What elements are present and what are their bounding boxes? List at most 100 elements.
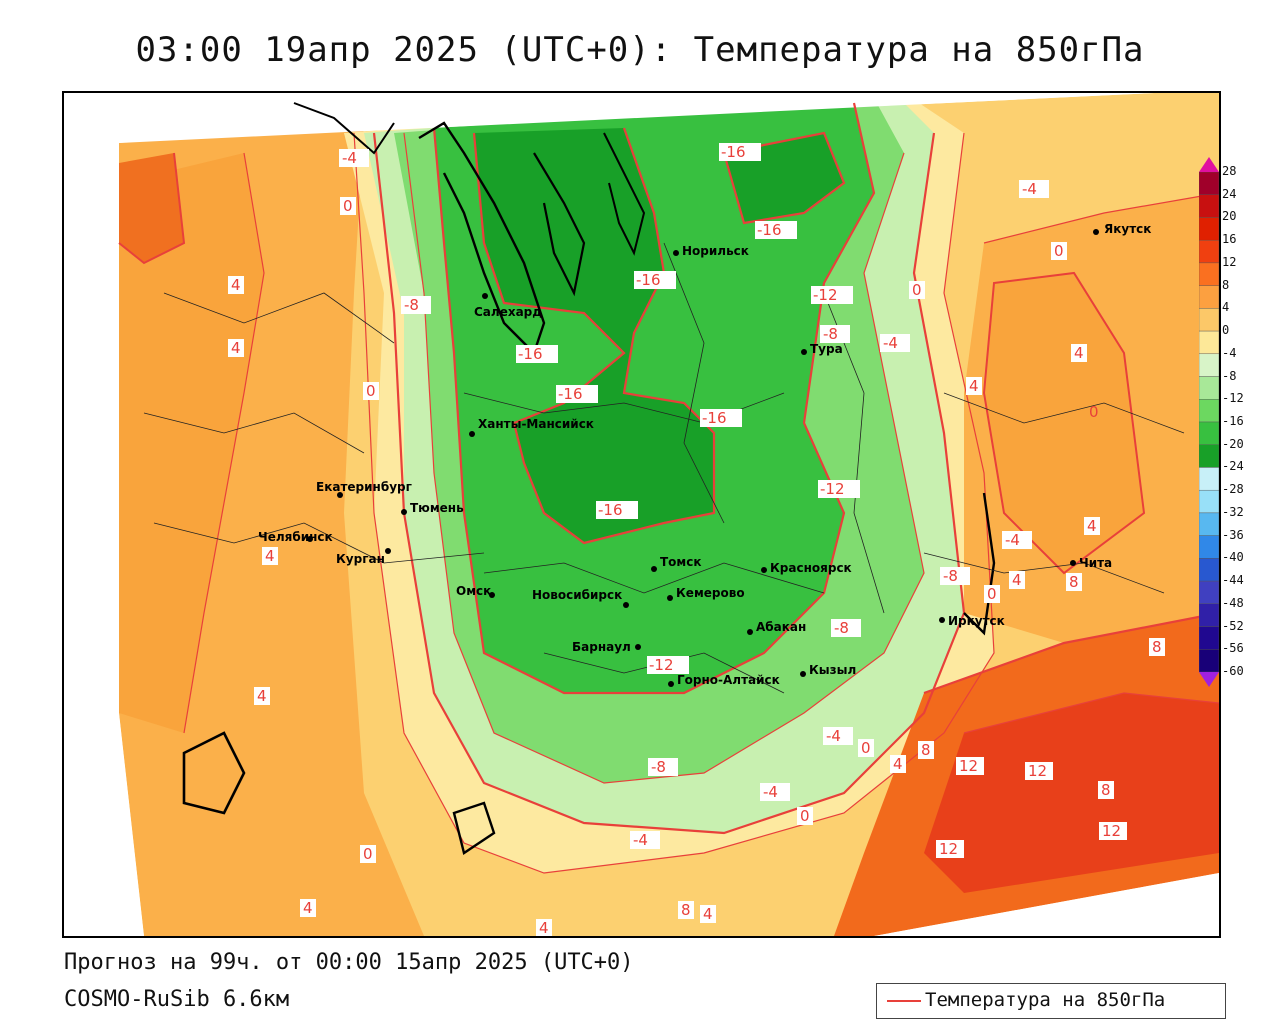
city-dot bbox=[1070, 560, 1076, 566]
contour-label-bg bbox=[1051, 242, 1067, 260]
cities-layer: Якутск Норильск Салехард Тура Ханты-Манс… bbox=[258, 222, 1151, 687]
contour-label-text: -8 bbox=[404, 296, 419, 314]
contour-label-text: 4 bbox=[303, 899, 313, 917]
contour-label-bg bbox=[719, 143, 761, 161]
isotherm-lines bbox=[118, 102, 1219, 874]
contour-label-bg bbox=[228, 339, 244, 357]
contour-label: 4 bbox=[254, 687, 270, 705]
contour-label-bg bbox=[516, 345, 558, 363]
contour-label: 4 bbox=[700, 905, 716, 923]
contour-label-bg bbox=[1149, 638, 1165, 656]
contour-label-text: 8 bbox=[921, 741, 931, 759]
contour-label-bg bbox=[909, 281, 925, 299]
contour-label-text: 4 bbox=[539, 919, 549, 936]
colorbar-cell bbox=[1199, 262, 1219, 286]
city-chelyabinsk: Челябинск bbox=[258, 530, 333, 544]
city-label: Якутск bbox=[1104, 222, 1151, 236]
contour-label: 8 bbox=[1098, 781, 1114, 799]
contour-label-text: -16 bbox=[598, 501, 623, 519]
contour-label: 0 bbox=[984, 585, 1000, 603]
city-dot bbox=[747, 629, 753, 635]
contour-label: 0 bbox=[909, 281, 925, 299]
colorbar-tick-label: -32 bbox=[1222, 504, 1244, 519]
contour-label-text: 8 bbox=[681, 901, 691, 919]
contour-label: -16 bbox=[719, 143, 761, 161]
colorbar-cell bbox=[1199, 558, 1219, 582]
colorbar-tick-label: -60 bbox=[1222, 664, 1244, 678]
city-label: Кемерово bbox=[676, 586, 745, 600]
contour-label: -12 bbox=[647, 656, 689, 674]
city-label: Новосибирск bbox=[532, 588, 622, 602]
city-kurgan: Курган bbox=[336, 548, 391, 566]
contour-label: 4 bbox=[966, 377, 982, 395]
contour-label: -8 bbox=[940, 567, 970, 585]
contour-label-bg bbox=[647, 656, 689, 674]
contour-label-bg bbox=[760, 783, 790, 801]
city-dot bbox=[635, 644, 641, 650]
city-tura: Тура bbox=[801, 342, 843, 356]
contour-label-bg bbox=[1009, 571, 1025, 589]
contour-label-bg bbox=[966, 377, 982, 395]
contour-label: -8 bbox=[401, 296, 431, 314]
city-label: Тюмень bbox=[410, 501, 464, 515]
contour-label-text: 0 bbox=[861, 739, 871, 757]
city-dot bbox=[385, 548, 391, 554]
contour-label-text: 4 bbox=[1012, 571, 1022, 589]
contour-label: -4 bbox=[760, 783, 790, 801]
contour-label-bg bbox=[1002, 531, 1032, 549]
contour-label: 0 bbox=[797, 807, 813, 825]
colorbar-cell bbox=[1199, 580, 1219, 605]
contour-label: 4 bbox=[228, 339, 244, 357]
contour-label-bg bbox=[339, 149, 369, 167]
contour-label: 12 bbox=[936, 840, 964, 858]
city-krasnoyarsk: Красноярск bbox=[761, 561, 852, 575]
contour-label-bg bbox=[648, 758, 678, 776]
contour-label-bg bbox=[596, 501, 638, 519]
colorbar-tick-label: 4 bbox=[1222, 300, 1230, 315]
contour-labels: -4 -16 -4 0 -16 0 4 -16 -12 0 -8 4 -16 -… bbox=[228, 143, 1165, 936]
contour-label: 8 bbox=[1066, 573, 1082, 591]
city-label: Ханты-Мансийск bbox=[478, 417, 594, 431]
colorbar-tick-label: -24 bbox=[1222, 459, 1244, 474]
colorbar-cell bbox=[1199, 535, 1219, 559]
contour-label: 0 bbox=[360, 845, 376, 863]
contour-label-bg bbox=[634, 271, 676, 289]
colorbar-cell bbox=[1199, 171, 1219, 195]
contour-label-bg bbox=[1098, 781, 1114, 799]
contour-label-bg bbox=[831, 619, 861, 637]
ural-warm-zone bbox=[119, 153, 264, 733]
city-dot bbox=[651, 566, 657, 572]
colorbar-cell bbox=[1199, 308, 1219, 332]
map-canvas[interactable]: Якутск Норильск Салехард Тура Ханты-Манс… bbox=[62, 91, 1221, 938]
colorbar-cell bbox=[1199, 444, 1219, 468]
city-khanty-mansiysk: Ханты-Мансийск bbox=[469, 417, 594, 437]
contour-label-text: -8 bbox=[943, 567, 958, 585]
contour-label-bg bbox=[1099, 822, 1127, 840]
city-label: Норильск bbox=[682, 244, 749, 258]
southeast-hot-zone bbox=[924, 693, 1219, 893]
contour-label-bg bbox=[956, 757, 984, 775]
colorbar-cell bbox=[1199, 626, 1219, 650]
contour-label-text: -16 bbox=[636, 271, 661, 289]
contour-label-text: 12 bbox=[1102, 822, 1121, 840]
city-tyumen: Тюмень bbox=[401, 501, 464, 515]
model-name: COSMO-RuSib 6.6км bbox=[64, 987, 290, 1012]
contour-label: -12 bbox=[811, 286, 853, 304]
city-label: Иркутск bbox=[948, 614, 1005, 628]
contour-label-text: 4 bbox=[1074, 344, 1084, 362]
colorbar-cells bbox=[1199, 171, 1219, 673]
contour-label-text: -16 bbox=[518, 345, 543, 363]
city-label: Горно-Алтайск bbox=[677, 673, 780, 687]
contour-label-text: 0 bbox=[363, 845, 373, 863]
contour-label-text: 4 bbox=[893, 755, 903, 773]
core-cold-west bbox=[474, 128, 714, 543]
colorbar-tick-label: 20 bbox=[1222, 209, 1237, 224]
colorbar-tick-label: 24 bbox=[1222, 186, 1237, 201]
contour-label-bg bbox=[340, 197, 356, 215]
city-tomsk: Томск bbox=[651, 555, 702, 572]
contour-label-bg bbox=[858, 739, 874, 757]
contour-label-text: -16 bbox=[558, 385, 583, 403]
contour-label: -16 bbox=[596, 501, 638, 519]
colorbar-cell bbox=[1199, 649, 1219, 673]
contour-label: 4 bbox=[890, 755, 906, 773]
